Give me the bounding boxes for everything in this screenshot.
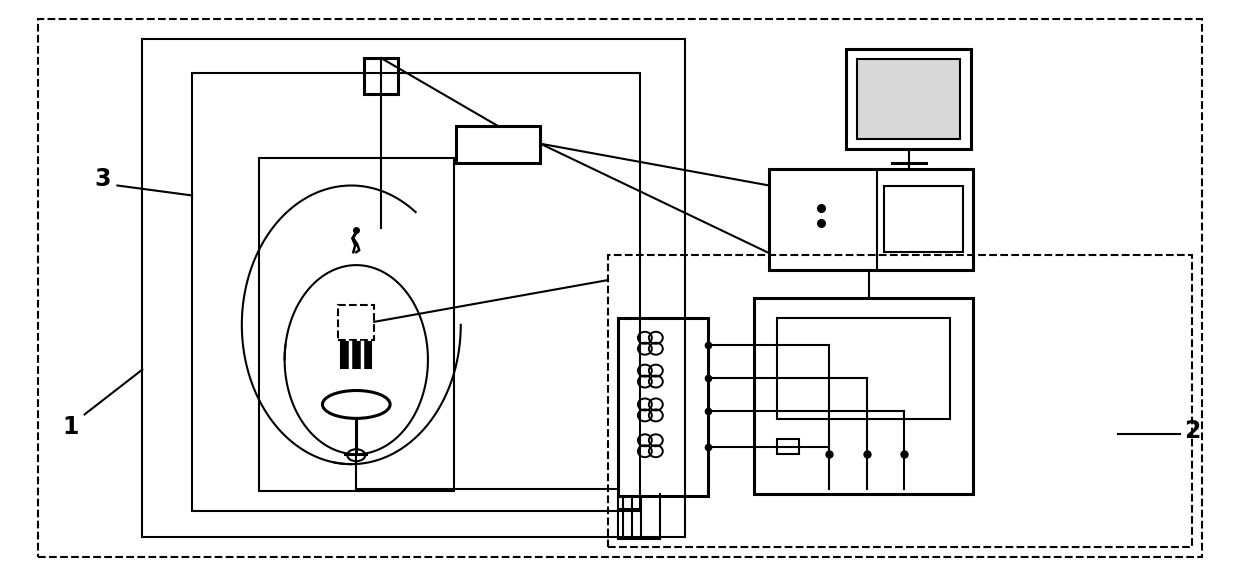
FancyBboxPatch shape [857, 59, 960, 139]
FancyBboxPatch shape [341, 342, 371, 368]
Text: 2: 2 [1184, 419, 1200, 444]
Text: 1: 1 [62, 415, 79, 439]
Text: 3: 3 [94, 167, 110, 190]
